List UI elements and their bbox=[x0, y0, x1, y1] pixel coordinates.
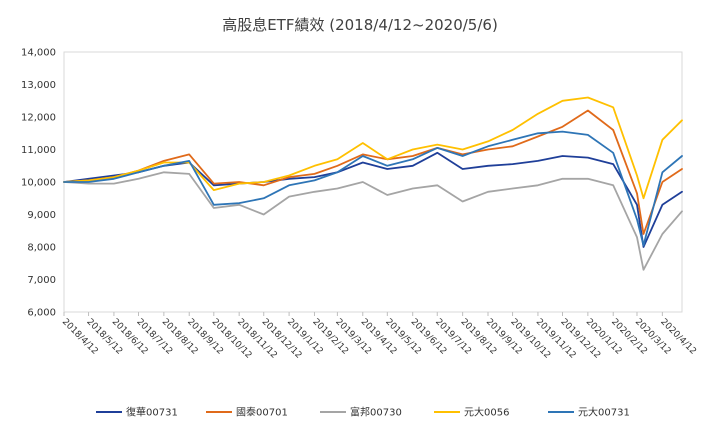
series-line-4 bbox=[63, 96, 683, 200]
y-tick-label: 12,000 bbox=[21, 113, 56, 124]
legend-label: 復華00731 bbox=[126, 406, 178, 419]
chart-title: 高股息ETF績效 (2018/4/12~2020/5/6) bbox=[222, 16, 498, 34]
legend-label: 富邦00730 bbox=[350, 406, 402, 419]
y-tick-label: 10,000 bbox=[21, 178, 56, 189]
legend-label: 元大00731 bbox=[578, 406, 630, 419]
y-tick-label: 13,000 bbox=[21, 80, 56, 91]
series-line-3 bbox=[63, 171, 683, 271]
y-tick-label: 11,000 bbox=[21, 145, 56, 156]
y-tick-label: 6,000 bbox=[27, 308, 56, 319]
y-tick-label: 14,000 bbox=[21, 48, 56, 59]
legend-label: 國泰00701 bbox=[236, 406, 288, 419]
y-tick-label: 9,000 bbox=[27, 210, 56, 221]
y-tick-label: 8,000 bbox=[27, 243, 56, 254]
y-tick-label: 7,000 bbox=[27, 275, 56, 286]
plot-area bbox=[63, 51, 683, 313]
legend-label: 元大0056 bbox=[464, 406, 509, 419]
series-line-5 bbox=[63, 130, 683, 247]
series-line-2 bbox=[63, 109, 683, 235]
